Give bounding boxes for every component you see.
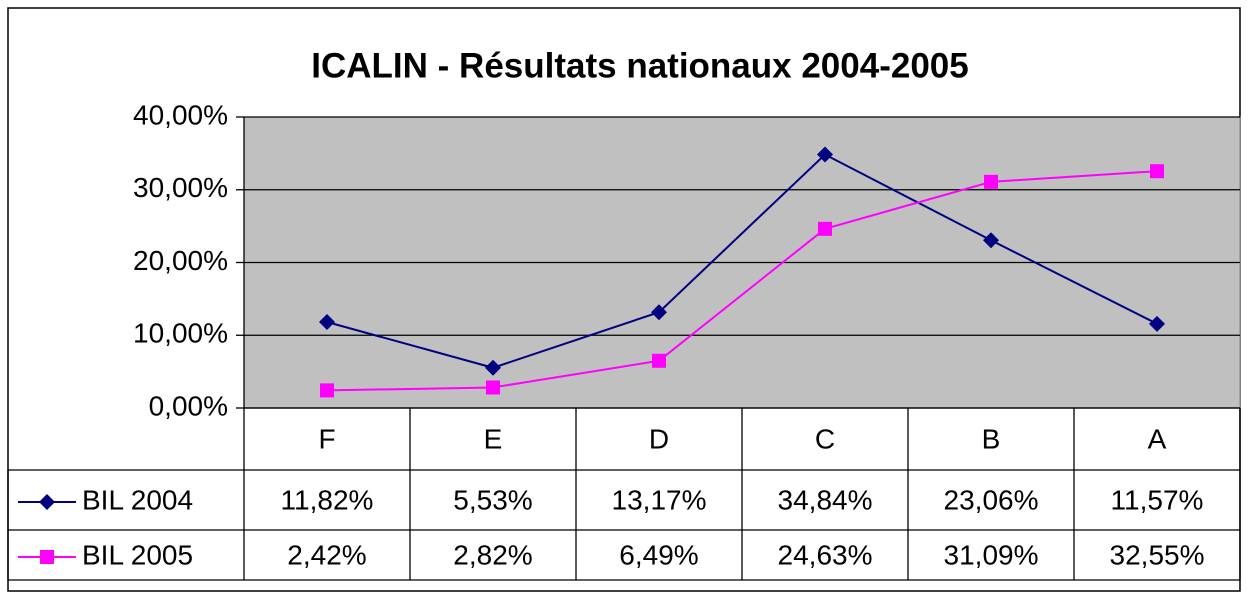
- table-value: 5,53%: [453, 484, 532, 515]
- y-tick-label: 0,00%: [149, 390, 228, 421]
- marker: [1149, 315, 1165, 332]
- marker: [652, 353, 666, 368]
- table-value: 11,82%: [281, 484, 374, 515]
- series-line: [326, 170, 1158, 392]
- marker: [983, 232, 999, 249]
- table-value: 13,17%: [612, 484, 707, 515]
- marker: [651, 304, 667, 321]
- marker: [320, 383, 334, 398]
- table-value: 11,57%: [1111, 484, 1204, 515]
- table-value: 23,06%: [944, 484, 1039, 515]
- legend-key-marker: [39, 494, 55, 510]
- category-label: F: [318, 423, 335, 454]
- legend-label: BIL 2005: [82, 539, 193, 570]
- chart-title: ICALIN - Résultats nationaux 2004-2005: [311, 46, 968, 85]
- category-label: B: [982, 423, 1001, 454]
- legend-key-marker: [40, 550, 54, 564]
- marker: [485, 359, 501, 376]
- marker: [984, 174, 998, 189]
- category-label: E: [484, 423, 503, 454]
- y-tick-label: 30,00%: [133, 172, 228, 203]
- table-value: 32,55%: [1110, 539, 1205, 570]
- series-line: [326, 153, 1158, 369]
- table-value: 6,49%: [619, 539, 698, 570]
- table-value: 24,63%: [778, 539, 873, 570]
- marker: [817, 146, 833, 163]
- legend-label: BIL 2004: [82, 484, 193, 515]
- category-label: D: [649, 423, 669, 454]
- table-value: 2,82%: [453, 539, 532, 570]
- marker: [319, 314, 335, 331]
- category-label: C: [815, 423, 835, 454]
- table-value: 34,84%: [778, 484, 873, 515]
- marker: [818, 221, 832, 236]
- table-value: 2,42%: [287, 539, 366, 570]
- y-tick-label: 10,00%: [133, 318, 228, 349]
- category-label: A: [1148, 423, 1167, 454]
- marker: [1150, 164, 1164, 179]
- marker: [486, 380, 500, 395]
- y-tick-label: 40,00%: [133, 99, 228, 130]
- table-value: 31,09%: [944, 539, 1039, 570]
- y-tick-label: 20,00%: [133, 245, 228, 276]
